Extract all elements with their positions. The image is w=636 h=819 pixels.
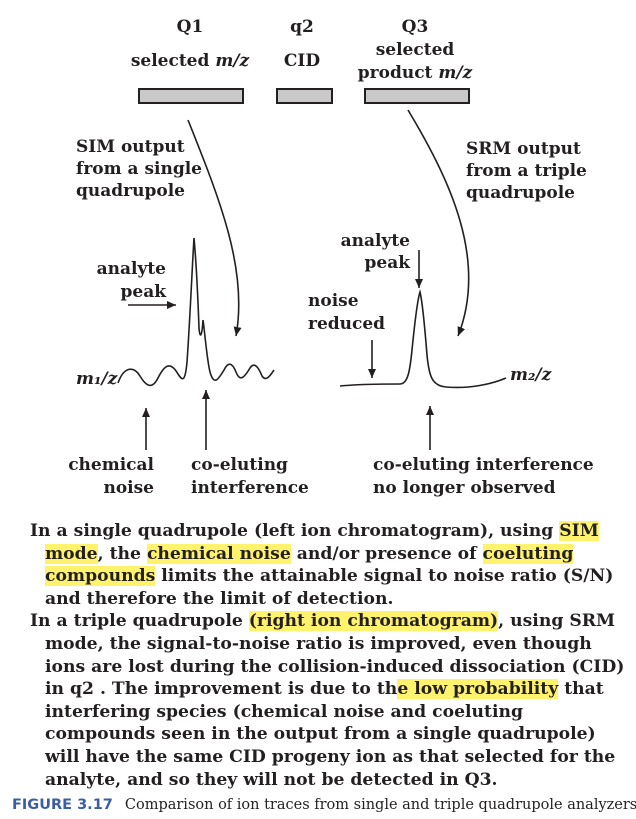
- explanation-text: In a single quadrupole (left ion chromat…: [30, 520, 630, 791]
- left-peak-label-line1: analyte: [96, 259, 166, 279]
- chemical-noise-line1: chemical: [68, 455, 154, 475]
- right-axis-label: m₂/z: [510, 365, 552, 385]
- srm-output-line2: from a triple: [466, 161, 587, 181]
- q3-caption-line2: product m/z: [357, 63, 473, 83]
- q1-box: [138, 88, 244, 104]
- no-longer-observed-line2: no longer observed: [373, 478, 556, 498]
- srm-output-line1: SRM output: [466, 139, 581, 159]
- q3-caption-line1: selected: [375, 40, 455, 60]
- left-output-arrow: [187, 119, 242, 337]
- right-peak-label-line1: analyte: [340, 231, 410, 251]
- left-trace: [117, 237, 275, 387]
- q2-box: [276, 88, 333, 104]
- no-longer-observed-line1: co-eluting interference: [373, 455, 594, 475]
- noise-reduced-line2: reduced: [308, 314, 386, 334]
- ion-trace-diagram: [117, 109, 507, 450]
- q1-caption: selected m/z: [130, 51, 250, 71]
- coeluting-line2: interference: [191, 478, 309, 498]
- right-trace: [339, 289, 507, 389]
- highlight-chemical-noise: chemical noise: [146, 543, 291, 564]
- right-peak-label-line2: peak: [364, 253, 411, 273]
- figure-caption: FIGURE 3.17 Comparison of ion traces from…: [12, 797, 636, 813]
- paragraph-triple-quadrupole: In a triple quadrupole (right ion chroma…: [30, 611, 625, 790]
- sim-output-line2: from a single: [76, 159, 202, 179]
- q3-box: [364, 88, 470, 104]
- paragraph-single-quadrupole: In a single quadrupole (left ion chromat…: [30, 521, 614, 609]
- chemical-noise-line2: noise: [103, 478, 154, 498]
- q1-label: Q1: [176, 17, 204, 37]
- left-axis-label: m₁/z: [76, 369, 118, 389]
- q3-label: Q3: [401, 17, 429, 37]
- sim-output-line1: SIM output: [76, 137, 185, 157]
- left-peak-label-line2: peak: [120, 282, 167, 302]
- figure-caption-text: Comparison of ion traces from single and…: [124, 797, 636, 813]
- highlight-right-chromatogram: (right ion chromatogram): [248, 611, 499, 632]
- highlight-low-probability: e low probability: [397, 679, 559, 700]
- right-output-arrow: [407, 109, 470, 337]
- sim-output-line3: quadrupole: [76, 181, 185, 201]
- coeluting-line1: co-eluting: [191, 455, 288, 475]
- srm-output-line3: quadrupole: [466, 183, 575, 203]
- figure-number: FIGURE 3.17: [12, 797, 113, 813]
- noise-reduced-line1: noise: [308, 291, 359, 311]
- q2-label: q2: [290, 17, 314, 37]
- q2-caption: CID: [283, 51, 321, 71]
